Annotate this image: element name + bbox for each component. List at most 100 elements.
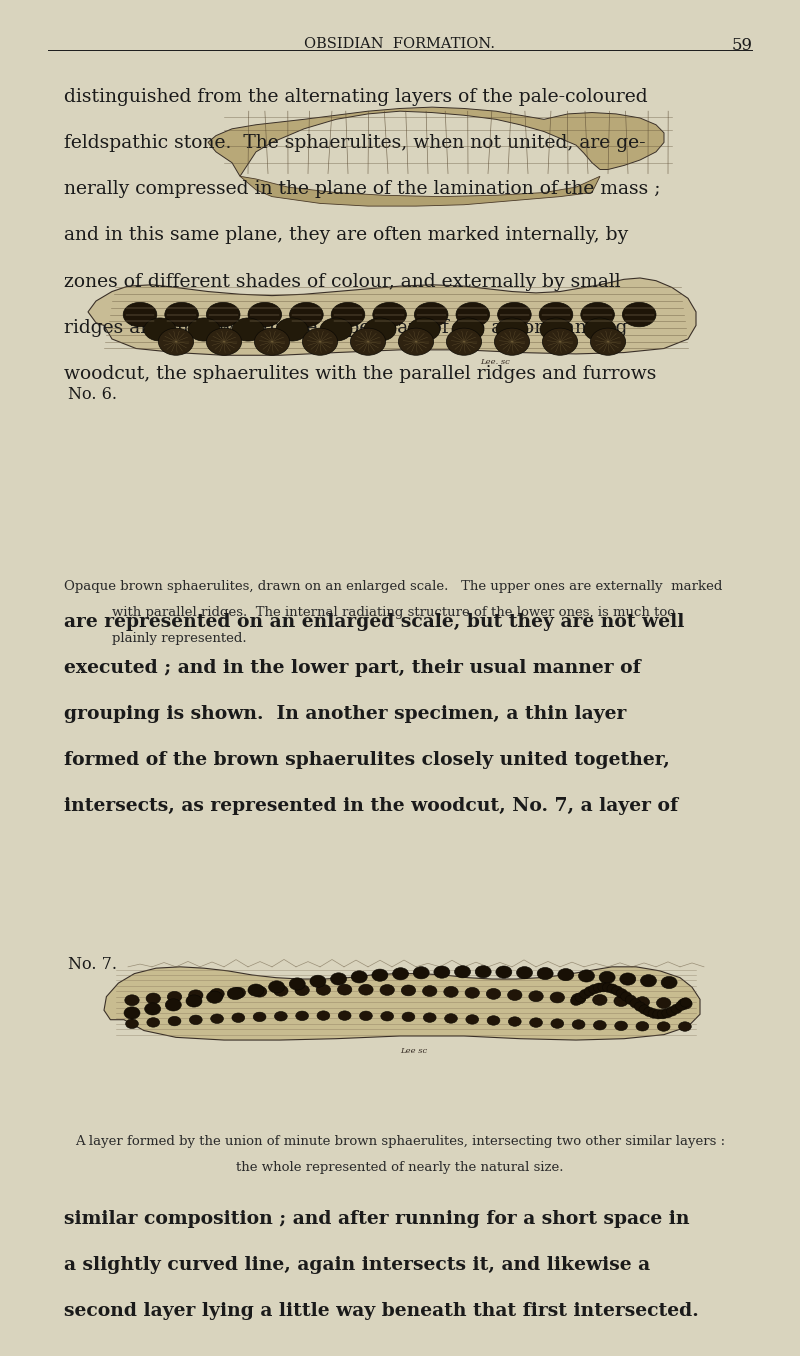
Text: No. 7.: No. 7. [68, 956, 117, 974]
Text: formed of the brown sphaerulites closely united together,: formed of the brown sphaerulites closely… [64, 751, 670, 769]
Ellipse shape [274, 986, 288, 997]
Ellipse shape [558, 968, 574, 980]
Ellipse shape [210, 989, 224, 999]
Ellipse shape [571, 994, 586, 1005]
Ellipse shape [452, 319, 484, 342]
Ellipse shape [290, 978, 306, 990]
Ellipse shape [206, 302, 240, 327]
Ellipse shape [594, 1021, 606, 1031]
Ellipse shape [607, 984, 618, 994]
Ellipse shape [434, 965, 450, 978]
Ellipse shape [551, 1018, 564, 1028]
Ellipse shape [658, 1009, 669, 1018]
Text: ridges and furrows.  In the upper part of the accompanying: ridges and furrows. In the upper part of… [64, 319, 627, 336]
Text: No. 6.: No. 6. [68, 386, 117, 404]
Ellipse shape [641, 975, 657, 987]
Ellipse shape [594, 983, 605, 993]
Ellipse shape [364, 319, 396, 342]
Ellipse shape [540, 319, 572, 342]
Ellipse shape [542, 328, 578, 355]
Polygon shape [88, 278, 696, 355]
Text: zones of different shades of colour, and externally by small: zones of different shades of colour, and… [64, 273, 621, 290]
Text: OBSIDIAN  FORMATION.: OBSIDIAN FORMATION. [305, 37, 495, 50]
Ellipse shape [144, 319, 176, 342]
Text: and in this same plane, they are often marked internally, by: and in this same plane, they are often m… [64, 226, 628, 244]
Ellipse shape [658, 1022, 670, 1032]
Ellipse shape [232, 1013, 245, 1022]
Ellipse shape [680, 998, 691, 1008]
Ellipse shape [166, 999, 182, 1012]
Ellipse shape [186, 995, 202, 1008]
Ellipse shape [316, 984, 330, 995]
Ellipse shape [602, 983, 614, 993]
Ellipse shape [579, 990, 590, 999]
Ellipse shape [630, 998, 641, 1008]
Ellipse shape [589, 984, 600, 994]
Ellipse shape [190, 1016, 202, 1025]
Text: A layer formed by the union of minute brown sphaerulites, intersecting two other: A layer formed by the union of minute br… [75, 1135, 725, 1149]
Ellipse shape [537, 967, 553, 979]
Ellipse shape [123, 302, 157, 327]
Ellipse shape [446, 328, 482, 355]
Ellipse shape [227, 987, 243, 999]
Ellipse shape [666, 1006, 678, 1016]
Ellipse shape [584, 319, 616, 342]
Ellipse shape [147, 1017, 160, 1026]
Ellipse shape [466, 1014, 478, 1024]
Ellipse shape [611, 986, 622, 995]
Ellipse shape [158, 328, 194, 355]
Ellipse shape [648, 1009, 659, 1018]
Ellipse shape [168, 1017, 181, 1026]
Ellipse shape [408, 319, 440, 342]
Ellipse shape [274, 1012, 287, 1021]
Ellipse shape [662, 1009, 673, 1018]
Text: a slightly curved line, again intersects it, and likewise a: a slightly curved line, again intersects… [64, 1256, 650, 1273]
Ellipse shape [302, 328, 338, 355]
Ellipse shape [248, 302, 282, 327]
Ellipse shape [350, 328, 386, 355]
Text: feldspathic stone.  The sphaerulites, when not united, are ge-: feldspathic stone. The sphaerulites, whe… [64, 134, 646, 152]
Ellipse shape [475, 965, 491, 978]
Ellipse shape [165, 302, 198, 327]
Text: second layer lying a little way beneath that first intersected.: second layer lying a little way beneath … [64, 1302, 698, 1319]
Ellipse shape [636, 1021, 649, 1031]
Ellipse shape [310, 975, 326, 987]
Ellipse shape [380, 984, 394, 995]
Text: are represented on an enlarged scale, but they are not well: are represented on an enlarged scale, bu… [64, 613, 684, 631]
Ellipse shape [550, 993, 565, 1003]
Ellipse shape [231, 987, 246, 998]
Text: with parallel ridges.  The internal radiating structure of the lower ones, is mu: with parallel ridges. The internal radia… [112, 606, 675, 620]
Ellipse shape [590, 328, 626, 355]
Ellipse shape [572, 1020, 585, 1029]
Ellipse shape [290, 302, 323, 327]
Polygon shape [240, 176, 600, 206]
Ellipse shape [381, 1012, 394, 1021]
Ellipse shape [317, 1010, 330, 1020]
Ellipse shape [269, 980, 285, 993]
Ellipse shape [626, 995, 637, 1005]
Ellipse shape [570, 995, 582, 1006]
Ellipse shape [678, 998, 692, 1009]
Ellipse shape [402, 984, 416, 995]
Ellipse shape [146, 993, 161, 1003]
Ellipse shape [539, 302, 573, 327]
Ellipse shape [338, 984, 352, 995]
Ellipse shape [529, 991, 543, 1002]
Ellipse shape [398, 328, 434, 355]
Ellipse shape [351, 971, 367, 983]
Text: Opaque brown sphaerulites, drawn on an enlarged scale.   The upper ones are exte: Opaque brown sphaerulites, drawn on an e… [64, 580, 722, 594]
Ellipse shape [675, 1001, 686, 1010]
Ellipse shape [622, 302, 656, 327]
Ellipse shape [643, 1008, 654, 1017]
Ellipse shape [295, 984, 310, 995]
Ellipse shape [671, 1003, 682, 1013]
Ellipse shape [584, 987, 595, 997]
Ellipse shape [486, 989, 501, 999]
Ellipse shape [253, 1012, 266, 1021]
Text: nerally compressed in the plane of the lamination of the mass ;: nerally compressed in the plane of the l… [64, 180, 661, 198]
Ellipse shape [496, 965, 512, 978]
Text: executed ; and in the lower part, their usual manner of: executed ; and in the lower part, their … [64, 659, 641, 677]
Ellipse shape [414, 302, 448, 327]
Ellipse shape [456, 302, 490, 327]
Ellipse shape [393, 968, 409, 980]
